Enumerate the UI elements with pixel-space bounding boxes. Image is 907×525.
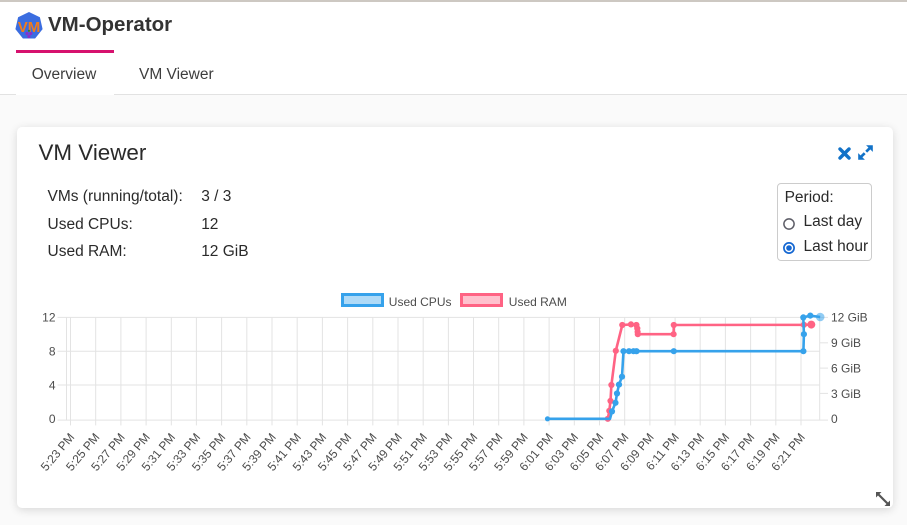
svg-text:4: 4 — [49, 378, 56, 392]
svg-text:VM: VM — [18, 19, 41, 36]
svg-text:12 GiB: 12 GiB — [831, 311, 868, 325]
svg-text:9 GiB: 9 GiB — [831, 336, 861, 350]
svg-text:0: 0 — [49, 412, 56, 426]
svg-text:0: 0 — [831, 412, 838, 426]
svg-text:3 GiB: 3 GiB — [831, 387, 861, 401]
svg-text:12: 12 — [42, 311, 56, 325]
svg-text:6 GiB: 6 GiB — [831, 361, 861, 375]
svg-text:8: 8 — [49, 345, 56, 359]
